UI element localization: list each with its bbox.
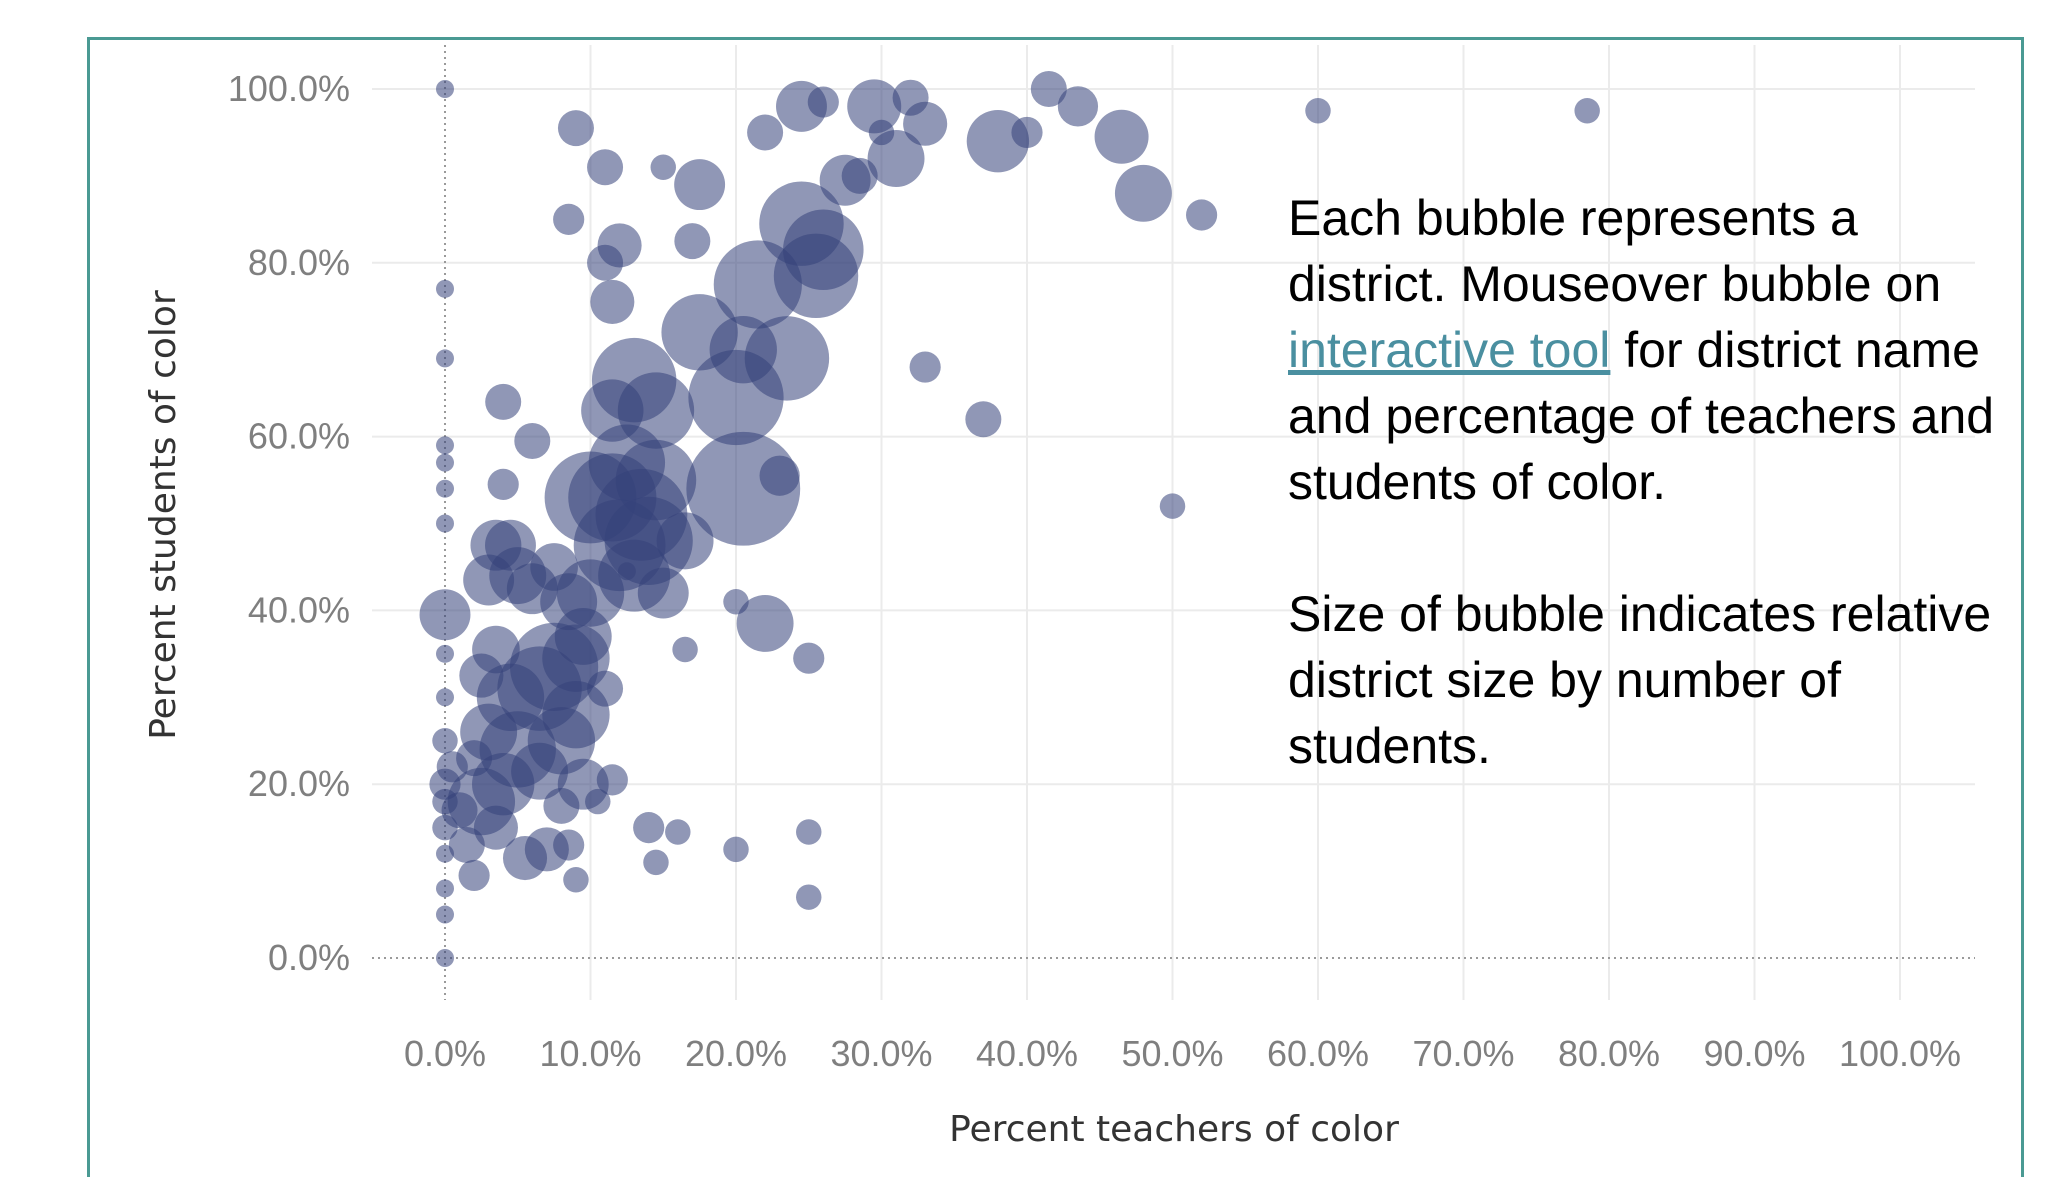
district-bubble[interactable] [1159, 493, 1186, 519]
district-bubble[interactable] [596, 764, 628, 796]
x-tick-label: 100.0% [1839, 1033, 1961, 1074]
district-bubble[interactable] [587, 149, 624, 186]
district-bubble[interactable] [674, 159, 726, 211]
district-bubble[interactable] [473, 805, 518, 850]
district-bubble[interactable] [436, 80, 454, 98]
district-bubble[interactable] [965, 401, 1002, 438]
district-bubble[interactable] [744, 316, 830, 401]
district-bubble[interactable] [867, 130, 925, 187]
district-bubble[interactable] [643, 849, 669, 876]
district-bubble[interactable] [796, 819, 822, 845]
district-bubble[interactable] [436, 949, 454, 967]
district-bubble[interactable] [747, 114, 784, 151]
district-bubble[interactable] [436, 279, 454, 298]
district-bubble[interactable] [590, 279, 635, 324]
y-tick-labels: 0.0% 20.0% 40.0% 60.0% 80.0% 100.0% [228, 68, 350, 978]
annotation-paragraph-2: Size of bubble indicates relative distri… [1288, 586, 1992, 774]
district-bubble[interactable] [436, 349, 454, 368]
annotation-text-before-link: Each bubble represents a district. Mouse… [1288, 190, 1942, 312]
district-bubble[interactable] [458, 859, 490, 892]
district-bubble[interactable] [1574, 97, 1600, 124]
y-tick-label: 40.0% [248, 589, 350, 630]
district-bubble[interactable] [436, 453, 454, 472]
district-bubble[interactable] [585, 788, 611, 815]
x-tick-label: 20.0% [685, 1033, 787, 1074]
x-tick-label: 70.0% [1412, 1033, 1514, 1074]
district-bubble[interactable] [665, 819, 691, 845]
district-bubble[interactable] [1305, 97, 1331, 124]
district-bubble[interactable] [419, 589, 471, 641]
bubble-chart: 0.0% 10.0% 20.0% 30.0% 40.0% 50.0% 60.0% 70.0% 8… [143, 45, 1975, 1148]
district-bubble[interactable] [672, 636, 698, 663]
district-bubble[interactable] [436, 644, 454, 663]
y-tick-label: 100.0% [228, 68, 350, 109]
district-bubble[interactable] [1114, 164, 1172, 222]
district-bubble[interactable] [1186, 199, 1218, 231]
x-tick-label: 0.0% [404, 1033, 486, 1074]
district-bubble[interactable] [633, 812, 665, 844]
district-bubble[interactable] [597, 223, 642, 268]
district-bubble[interactable] [617, 562, 636, 581]
district-bubble[interactable] [847, 79, 902, 134]
district-bubble[interactable] [793, 642, 825, 674]
district-bubble[interactable] [759, 455, 800, 496]
district-bubble[interactable] [807, 86, 839, 118]
bubbles [419, 71, 1600, 967]
district-bubble[interactable] [674, 223, 711, 260]
x-tick-label: 80.0% [1558, 1033, 1660, 1074]
district-bubble[interactable] [436, 879, 454, 898]
chart-frame [87, 37, 2024, 1177]
district-bubble[interactable] [487, 468, 519, 500]
district-bubble[interactable] [615, 439, 697, 521]
district-bubble[interactable] [436, 436, 454, 455]
district-bubble[interactable] [841, 157, 878, 194]
district-bubble[interactable] [563, 867, 589, 893]
district-bubble[interactable] [656, 512, 714, 570]
district-bubble[interactable] [650, 154, 676, 180]
annotation-text-after-link: for district name and percentage of teac… [1288, 322, 1995, 510]
district-bubble[interactable] [485, 383, 522, 420]
district-bubble[interactable] [617, 372, 695, 449]
district-bubble[interactable] [1057, 86, 1099, 127]
x-tick-labels: 0.0% 10.0% 20.0% 30.0% 40.0% 50.0% 60.0% 70.0% 8… [404, 1033, 1961, 1074]
x-axis-title: Percent teachers of color [949, 1109, 1399, 1148]
y-tick-label: 0.0% [268, 937, 350, 978]
annotation-paragraph-1: Each bubble represents a district. Mouse… [1288, 185, 2008, 515]
district-bubble[interactable] [553, 203, 585, 235]
district-bubble[interactable] [783, 209, 864, 291]
district-bubble[interactable] [909, 351, 941, 383]
y-tick-label: 80.0% [248, 242, 350, 283]
district-bubble[interactable] [723, 836, 749, 863]
interactive-tool-link[interactable]: interactive tool [1288, 322, 1611, 378]
x-tick-label: 50.0% [1121, 1033, 1223, 1074]
x-tick-label: 10.0% [539, 1033, 641, 1074]
district-bubble[interactable] [432, 728, 458, 754]
district-bubble[interactable] [1094, 109, 1149, 164]
district-bubble[interactable] [553, 829, 585, 861]
x-tick-label: 30.0% [830, 1033, 932, 1074]
district-bubble[interactable] [1011, 116, 1043, 149]
y-tick-label: 20.0% [248, 763, 350, 804]
district-bubble[interactable] [903, 101, 948, 146]
district-bubble[interactable] [1030, 71, 1067, 107]
y-axis-title: Percent students of color [143, 290, 184, 740]
x-tick-label: 90.0% [1703, 1033, 1805, 1074]
district-bubble[interactable] [736, 594, 794, 652]
district-bubble[interactable] [557, 110, 594, 147]
annotation-text: Each bubble represents a district. Mouse… [1288, 185, 2008, 779]
district-bubble[interactable] [637, 567, 689, 619]
district-bubble[interactable] [796, 884, 822, 910]
district-bubble[interactable] [587, 670, 624, 707]
district-bubble[interactable] [436, 905, 454, 924]
x-tick-label: 40.0% [976, 1033, 1078, 1074]
y-tick-label: 60.0% [248, 416, 350, 457]
paragraph-gap [1288, 515, 2008, 581]
district-bubble[interactable] [436, 514, 454, 533]
x-tick-label: 60.0% [1267, 1033, 1369, 1074]
district-bubble[interactable] [723, 588, 749, 615]
district-bubble[interactable] [436, 688, 454, 707]
district-bubble[interactable] [514, 422, 551, 459]
district-bubble[interactable] [436, 479, 454, 498]
gridlines [372, 45, 1975, 1000]
